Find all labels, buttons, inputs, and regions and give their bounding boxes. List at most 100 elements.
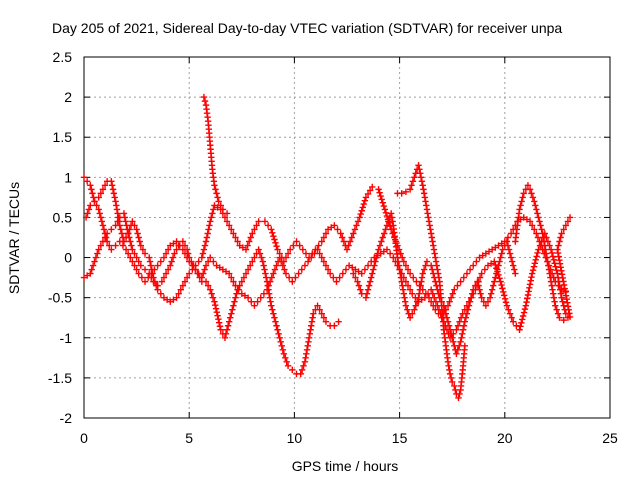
data-point [141, 266, 149, 273]
data-point [331, 222, 338, 229]
data-point [331, 322, 338, 329]
data-point [315, 242, 322, 249]
data-point [202, 262, 210, 269]
data-point [337, 230, 344, 237]
data-point [274, 246, 281, 253]
data-point [380, 202, 388, 210]
data-point [465, 302, 473, 309]
data-point [200, 93, 208, 101]
data-point [150, 278, 157, 285]
data-point [356, 214, 363, 221]
data-point [499, 246, 506, 253]
data-point [215, 319, 223, 326]
data-point [262, 270, 269, 277]
data-point [381, 206, 389, 213]
data-point [80, 174, 88, 181]
data-point [227, 314, 234, 321]
data-point [548, 249, 556, 257]
data-point [209, 210, 216, 217]
data-point [548, 282, 555, 289]
data-point [533, 206, 540, 213]
data-point [528, 222, 536, 229]
data-point [309, 314, 316, 321]
axis-ticks [83, 56, 611, 419]
data-point [249, 258, 256, 265]
data-point [215, 316, 222, 323]
data-point [119, 242, 127, 249]
data-point [521, 305, 529, 313]
data-point [148, 270, 155, 277]
data-point [213, 309, 221, 316]
x-tick-label: 15 [392, 430, 408, 446]
data-point [298, 366, 306, 374]
data-point [135, 270, 142, 277]
data-point [395, 262, 403, 269]
data-point [84, 210, 91, 217]
data-point [526, 284, 533, 292]
data-point [420, 266, 428, 273]
data-point [179, 238, 187, 245]
data-point [95, 206, 102, 213]
data-point [171, 250, 178, 257]
data-point [301, 262, 309, 269]
data-point [389, 218, 396, 225]
data-point [282, 354, 289, 362]
data-point [444, 358, 452, 366]
data-point [157, 290, 164, 297]
data-point [139, 246, 147, 253]
data-point [255, 218, 262, 225]
tick-labels: 0 5 10 15 20 25 -2 -1.5 -1 -0.5 0 0.5 1 1.5 2 2.5 [48, 49, 618, 446]
data-point [415, 294, 422, 301]
data-point [464, 306, 472, 313]
x-axis-label: GPS time / hours [292, 458, 399, 474]
data-point [377, 192, 384, 200]
data-point [275, 330, 282, 337]
data-point [133, 254, 140, 261]
data-point [477, 290, 484, 297]
data-point [245, 238, 253, 245]
data-point [522, 302, 530, 309]
data-point [500, 292, 508, 299]
data-point [100, 226, 108, 233]
data-point [550, 256, 557, 264]
data-point [168, 258, 175, 265]
data-point [466, 298, 474, 305]
data-point [506, 250, 514, 257]
data-point [85, 206, 93, 213]
data-point [430, 270, 437, 277]
data-point [445, 322, 453, 329]
data-point [382, 226, 389, 233]
data-point [228, 274, 235, 281]
data-point [352, 274, 359, 281]
data-point [519, 312, 527, 320]
data-point [306, 330, 314, 337]
data-point [264, 222, 272, 229]
data-point [330, 274, 337, 281]
data-point [207, 286, 214, 293]
data-point [112, 242, 119, 249]
data-point [397, 270, 404, 277]
data-point [221, 214, 229, 221]
data-point [335, 318, 342, 325]
data-point [273, 262, 280, 269]
data-point [535, 214, 542, 221]
data-point [258, 254, 265, 261]
data-point [244, 294, 252, 301]
data-point [273, 322, 280, 329]
data-point [524, 182, 532, 189]
data-point [508, 258, 516, 265]
data-point [270, 310, 277, 317]
data-point [278, 258, 285, 265]
data-point [285, 274, 293, 281]
data-point [295, 270, 302, 277]
data-point [270, 232, 277, 240]
data-point [304, 258, 312, 265]
data-point [420, 186, 427, 193]
data-point [453, 350, 460, 358]
data-point [493, 270, 500, 277]
plot-frame [83, 56, 611, 419]
data-point [322, 230, 330, 237]
data-point [348, 234, 355, 241]
data-point [449, 290, 456, 297]
data-point [314, 246, 321, 253]
